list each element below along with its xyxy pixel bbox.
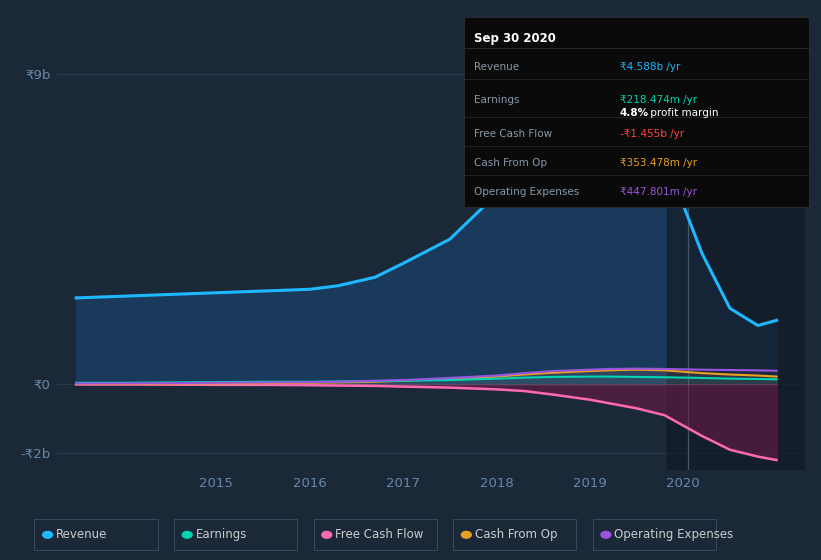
Text: Cash From Op: Cash From Op — [474, 158, 547, 168]
Text: Earnings: Earnings — [474, 95, 519, 105]
Text: -₹1.455b /yr: -₹1.455b /yr — [620, 129, 684, 139]
Text: ₹353.478m /yr: ₹353.478m /yr — [620, 158, 697, 168]
Text: profit margin: profit margin — [647, 108, 718, 118]
Text: Free Cash Flow: Free Cash Flow — [474, 129, 552, 139]
Bar — [667, 39, 805, 470]
Text: ₹4.588b /yr: ₹4.588b /yr — [620, 62, 681, 72]
Text: Operating Expenses: Operating Expenses — [474, 187, 579, 197]
Text: 4.8%: 4.8% — [620, 108, 649, 118]
Text: ₹218.474m /yr: ₹218.474m /yr — [620, 95, 697, 105]
Text: Earnings: Earnings — [195, 528, 247, 542]
Text: Operating Expenses: Operating Expenses — [614, 528, 733, 542]
Text: ₹447.801m /yr: ₹447.801m /yr — [620, 187, 697, 197]
Text: Sep 30 2020: Sep 30 2020 — [474, 32, 556, 45]
Text: Revenue: Revenue — [474, 62, 519, 72]
Text: Revenue: Revenue — [56, 528, 108, 542]
Text: Cash From Op: Cash From Op — [475, 528, 557, 542]
Text: Free Cash Flow: Free Cash Flow — [335, 528, 424, 542]
